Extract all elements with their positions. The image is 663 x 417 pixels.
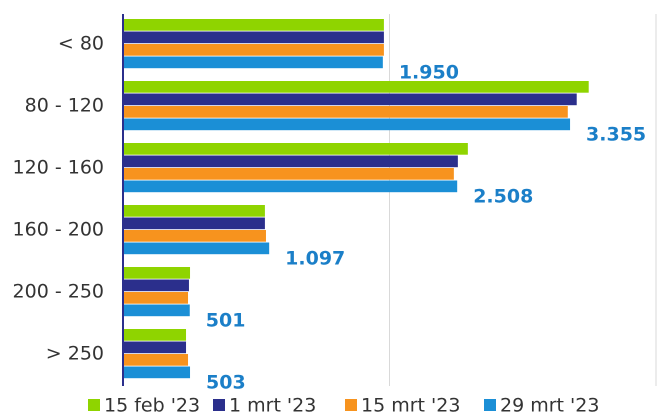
bar bbox=[123, 155, 458, 168]
bar bbox=[123, 354, 189, 366]
bar bbox=[123, 56, 383, 69]
data-label: 3.355 bbox=[586, 124, 646, 146]
legend-label: 15 mrt '23 bbox=[361, 395, 460, 417]
legend-label: 29 mrt '23 bbox=[500, 395, 599, 417]
y-tick-label: 80 - 120 bbox=[25, 95, 104, 117]
bar bbox=[123, 93, 577, 106]
bar bbox=[123, 292, 189, 304]
data-label: 2.508 bbox=[473, 186, 533, 208]
bar bbox=[123, 267, 191, 279]
bar bbox=[123, 341, 187, 354]
y-tick-label: < 80 bbox=[58, 33, 104, 55]
bar bbox=[123, 31, 384, 44]
bar bbox=[123, 180, 458, 193]
bar bbox=[123, 19, 384, 31]
y-tick-label: 200 - 250 bbox=[13, 281, 104, 303]
bar bbox=[123, 230, 266, 242]
data-label: 503 bbox=[206, 372, 246, 394]
bar bbox=[123, 205, 265, 217]
data-label: 1.950 bbox=[399, 62, 459, 84]
legend-swatch bbox=[213, 399, 225, 411]
legend-swatch bbox=[88, 399, 100, 411]
bar bbox=[123, 168, 454, 180]
bar bbox=[123, 304, 190, 317]
data-label: 501 bbox=[206, 310, 246, 332]
y-tick-label: 120 - 160 bbox=[13, 157, 104, 179]
bar bbox=[123, 81, 589, 93]
legend-label: 15 feb '23 bbox=[104, 395, 200, 417]
legend-swatch bbox=[484, 399, 496, 411]
bar bbox=[123, 217, 265, 230]
bar bbox=[123, 242, 270, 255]
legend-swatch bbox=[345, 399, 357, 411]
y-tick-label: 160 - 200 bbox=[13, 219, 104, 241]
bar bbox=[123, 279, 189, 292]
y-tick-label: > 250 bbox=[46, 343, 104, 365]
data-label: 1.097 bbox=[285, 248, 345, 270]
bar bbox=[123, 143, 468, 155]
bar bbox=[123, 118, 571, 131]
legend-label: 1 mrt '23 bbox=[229, 395, 316, 417]
bar bbox=[123, 366, 191, 379]
bar bbox=[123, 106, 568, 118]
bar bbox=[123, 329, 187, 341]
bar bbox=[123, 44, 384, 56]
